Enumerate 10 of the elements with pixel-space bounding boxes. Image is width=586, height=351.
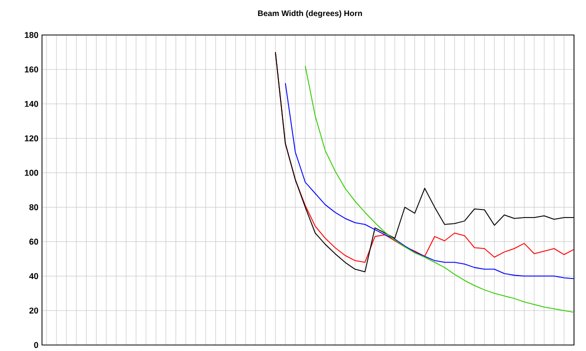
y-tick-label: 100 bbox=[24, 170, 38, 176]
y-tick-label: 180 bbox=[24, 32, 38, 38]
y-tick-label: 60 bbox=[29, 238, 38, 245]
y-tick-label: 160 bbox=[24, 66, 38, 72]
y-tick-label: 120 bbox=[24, 135, 38, 142]
y-tick-label: 20 bbox=[29, 308, 38, 314]
y-tick-label: 140 bbox=[24, 100, 38, 107]
y-tick-label: 80 bbox=[29, 204, 38, 210]
y-tick-label: 40 bbox=[29, 273, 38, 280]
y-tick-label: 0 bbox=[34, 342, 38, 348]
